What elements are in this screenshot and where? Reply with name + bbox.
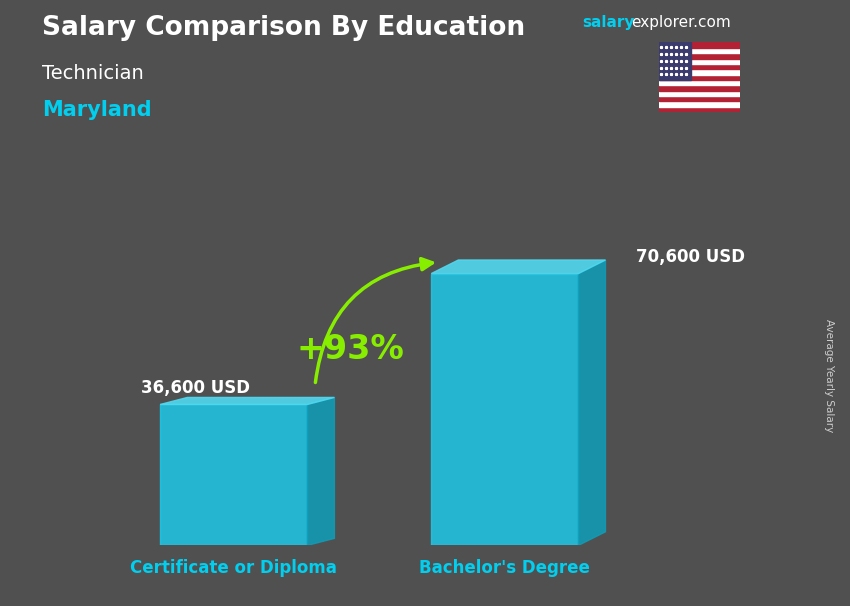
- Bar: [659, 59, 740, 64]
- Polygon shape: [160, 398, 334, 404]
- Bar: [659, 101, 740, 107]
- Text: Salary Comparison By Education: Salary Comparison By Education: [42, 15, 525, 41]
- Bar: [659, 75, 740, 80]
- Text: Maryland: Maryland: [42, 100, 152, 120]
- Text: +93%: +93%: [296, 333, 404, 366]
- Bar: [659, 96, 740, 101]
- Bar: [659, 64, 740, 69]
- Bar: [659, 42, 691, 80]
- Polygon shape: [578, 260, 605, 545]
- Text: 70,600 USD: 70,600 USD: [637, 248, 745, 266]
- Bar: [659, 80, 740, 85]
- Polygon shape: [431, 260, 605, 273]
- Bar: [160, 404, 308, 545]
- Bar: [659, 48, 740, 53]
- Text: 36,600 USD: 36,600 USD: [141, 379, 250, 397]
- Bar: [659, 69, 740, 75]
- Bar: [431, 273, 578, 545]
- Text: Average Yearly Salary: Average Yearly Salary: [824, 319, 834, 432]
- Bar: [659, 53, 740, 59]
- Bar: [659, 91, 740, 96]
- Text: Technician: Technician: [42, 64, 144, 82]
- Bar: [659, 42, 740, 48]
- Polygon shape: [308, 398, 334, 545]
- Text: salary: salary: [582, 15, 635, 30]
- Bar: [659, 107, 740, 112]
- Bar: [659, 85, 740, 91]
- Text: explorer.com: explorer.com: [632, 15, 731, 30]
